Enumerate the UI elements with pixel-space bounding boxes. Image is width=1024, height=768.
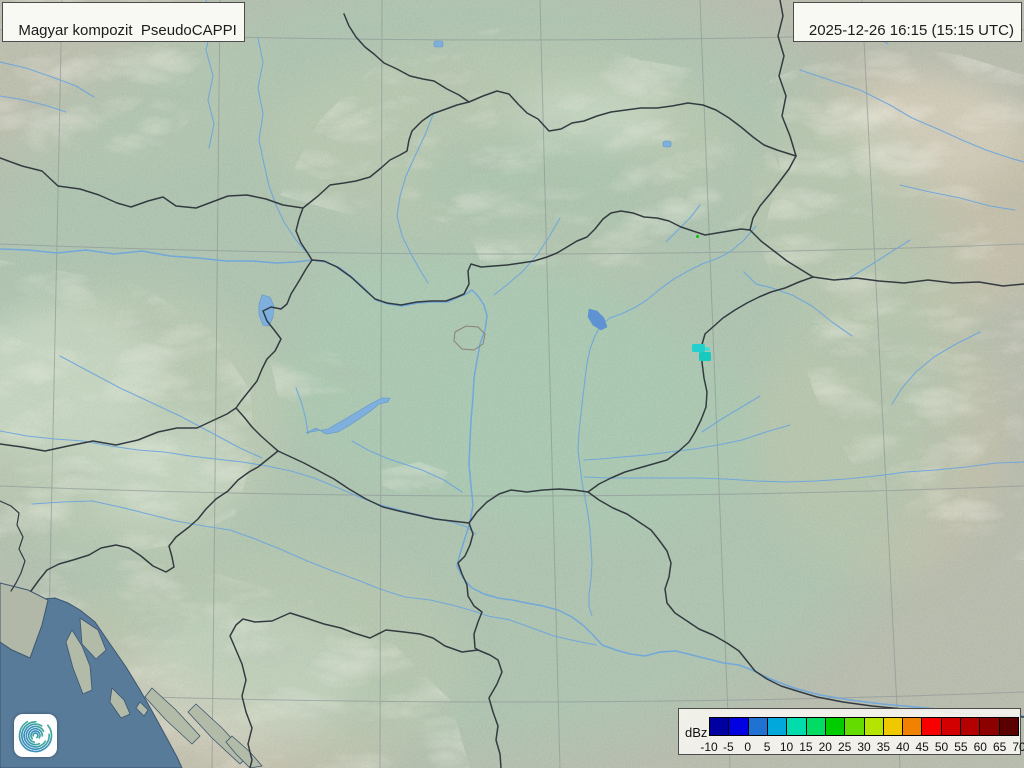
radar-echo (696, 235, 699, 238)
legend-color-cell (902, 717, 923, 736)
legend-tick: 60 (973, 740, 987, 754)
legend-color-cell (709, 717, 730, 736)
legend-color-cell (824, 717, 846, 736)
rivers (0, 0, 1024, 717)
lakes (258, 40, 672, 435)
legend-color-cell (728, 717, 749, 736)
hungaromet-logo (14, 714, 57, 757)
dbz-unit-label: dBz (685, 725, 708, 740)
legend-color-cell (863, 717, 884, 736)
radar-echo (699, 352, 711, 361)
legend-tick: 10 (779, 740, 794, 754)
river-mura (59, 355, 263, 459)
product-title: Magyar kompozit PseudoCAPPI (18, 22, 237, 39)
legend-color-cell (747, 717, 768, 736)
radar-echo (705, 347, 710, 351)
river-koros (583, 424, 791, 461)
river-vah (396, 111, 435, 284)
legend-tick: 40 (896, 740, 910, 754)
dbz-tick-labels: -10 -5 0 5 10 15 20 25 30 35 40 45 50 55 60 65 70 (700, 740, 1024, 754)
river-morava (257, 37, 307, 253)
timestamp: 2025-12-26 16:15 (15:15 UTC) (808, 22, 1014, 39)
legend-tick: 20 (818, 740, 832, 754)
legend-color-cell (921, 717, 942, 736)
river-maros (583, 461, 1024, 483)
legend-tick: 35 (876, 740, 891, 754)
budapest-outline (453, 325, 486, 351)
legend-color-cell (786, 717, 807, 736)
legend-color-cell (805, 717, 826, 736)
legend-color-cell (766, 717, 788, 736)
legend-tick: 30 (857, 740, 871, 754)
timestamp-box: 2025-12-26 16:15 (15:15 UTC) (792, 2, 1022, 42)
legend-tick: 25 (837, 740, 852, 754)
legend-tick: 70 (1012, 740, 1024, 754)
lake-balaton (305, 397, 391, 435)
river-szamos (743, 271, 853, 337)
lake-tisza (587, 308, 608, 331)
legend-tick: -5 (723, 740, 734, 754)
dbz-color-scale (709, 717, 1019, 736)
legend-tick: 50 (934, 740, 949, 754)
river-tisza (577, 225, 757, 617)
legend-color-cell (998, 717, 1019, 736)
lake-neusiedl (258, 294, 275, 327)
legend-color-cell (979, 717, 1000, 736)
legend-color-cell (960, 717, 981, 736)
river-sio (351, 440, 463, 493)
legend-color-cell (882, 717, 904, 736)
adriatic-islands (65, 617, 263, 768)
spiral-logo-icon (18, 718, 53, 753)
river-sava (31, 500, 597, 646)
legend-color-cell (940, 717, 962, 736)
legend-tick: 15 (799, 740, 813, 754)
dbz-legend: dBz -10 -5 0 5 10 15 20 25 30 35 40 45 50 55 60 65 70 (678, 708, 1024, 755)
legend-tick: -10 (700, 740, 718, 754)
legend-color-cell (844, 717, 865, 736)
radar-echo-layer (692, 235, 711, 361)
radar-echo (692, 344, 705, 352)
product-title-box: Magyar kompozit PseudoCAPPI (2, 2, 245, 42)
river-dniester (799, 69, 1024, 163)
river-hron (493, 217, 561, 296)
legend-tick: 55 (954, 740, 968, 754)
legend-tick: 0 (744, 740, 752, 754)
legend-tick: 45 (915, 740, 929, 754)
legend-tick: 5 (763, 740, 771, 754)
legend-tick: 65 (992, 740, 1007, 754)
